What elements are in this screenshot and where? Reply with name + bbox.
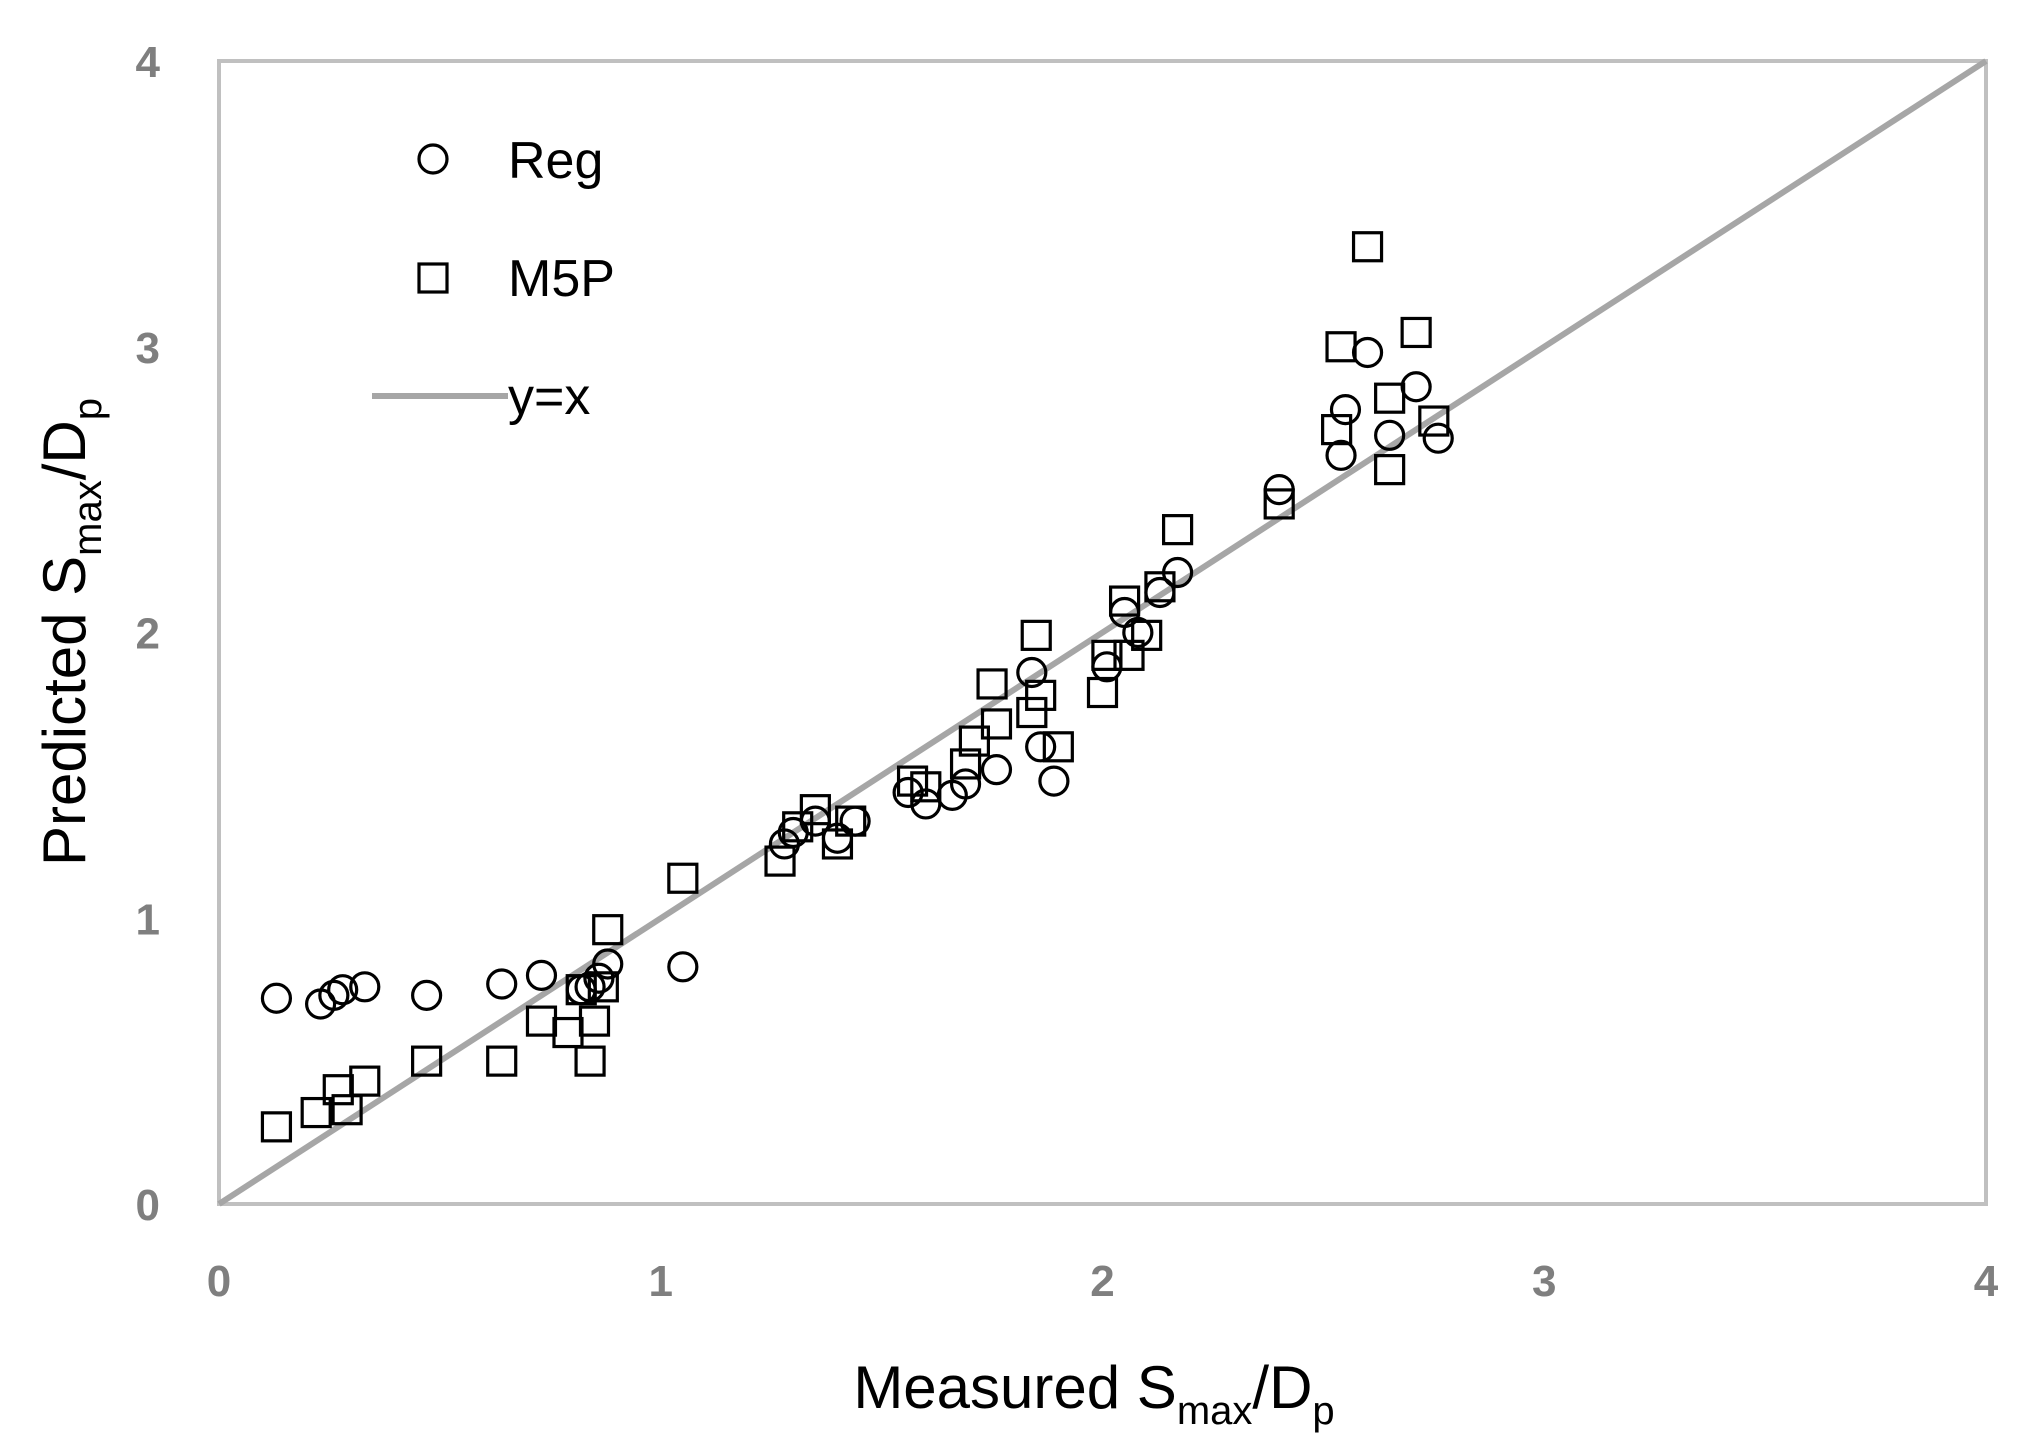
reg-point xyxy=(1329,394,1362,426)
y-equals-x-line xyxy=(217,58,1988,1207)
reg-point xyxy=(1091,651,1123,683)
legend-reg-marker xyxy=(417,143,449,175)
m5p-point xyxy=(1263,488,1295,520)
m5p-point xyxy=(1144,571,1176,603)
reg-point xyxy=(327,974,359,1006)
y-tick-label: 3 xyxy=(136,324,160,373)
m5p-point xyxy=(1400,316,1432,349)
x-tick-label: 3 xyxy=(1532,1257,1556,1306)
reg-point xyxy=(1374,419,1406,451)
data-points xyxy=(260,231,1454,1143)
reg-point xyxy=(1016,656,1048,689)
m5p-point xyxy=(1325,331,1357,363)
m5p-point xyxy=(592,914,624,946)
m5p-point xyxy=(799,794,831,826)
m5p-point xyxy=(667,862,699,894)
reg-point xyxy=(349,971,381,1003)
m5p-point xyxy=(1016,696,1048,729)
reg-point xyxy=(1422,422,1454,454)
x-tick-label: 1 xyxy=(649,1257,673,1306)
m5p-point xyxy=(1086,676,1119,709)
m5p-point xyxy=(1020,619,1052,651)
y-tick-label: 1 xyxy=(136,895,160,944)
legend: Reg M5P y=x xyxy=(372,132,615,426)
m5p-point xyxy=(910,771,942,803)
m5p-point xyxy=(349,1065,381,1097)
plot-frame xyxy=(217,59,1988,1206)
x-tick-labels: 0 1 2 3 4 xyxy=(207,1257,1999,1306)
m5p-point xyxy=(525,1005,558,1037)
reg-point xyxy=(1025,731,1057,763)
m5p-point xyxy=(949,748,982,780)
reg-point xyxy=(1351,336,1384,369)
m5p-point xyxy=(1321,414,1353,446)
m5p-point xyxy=(835,805,867,837)
m5p-point xyxy=(331,1094,363,1126)
reg-point xyxy=(318,979,350,1012)
y-axis-title: Predicted Smax/Dp xyxy=(31,398,110,866)
x-tick-label: 0 xyxy=(207,1257,231,1306)
x-tick-label: 4 xyxy=(1974,1257,1999,1306)
reg-point xyxy=(411,979,443,1012)
m5p-point xyxy=(552,1016,584,1049)
reg-point xyxy=(949,768,982,800)
reg-point xyxy=(260,982,293,1014)
reg-point xyxy=(1122,616,1154,649)
y-tick-label: 2 xyxy=(136,610,160,659)
m5p-point xyxy=(1374,454,1406,486)
m5p-point xyxy=(260,1111,293,1143)
reg-point xyxy=(667,951,699,983)
m5p-point xyxy=(1113,639,1145,671)
m5p-point xyxy=(587,971,619,1003)
x-axis-title: Measured Smax/Dp xyxy=(853,1354,1334,1433)
reg-point xyxy=(1038,765,1070,797)
reg-point xyxy=(525,959,558,992)
m5p-point xyxy=(578,1005,611,1037)
m5p-point xyxy=(1108,585,1141,617)
m5p-point xyxy=(1025,679,1057,711)
m5p-point xyxy=(1091,639,1123,671)
legend-yx-label: y=x xyxy=(508,368,590,426)
reg-point xyxy=(980,754,1013,786)
reg-point xyxy=(486,968,518,1000)
m5p-point xyxy=(1161,514,1194,546)
reg-point xyxy=(892,776,924,809)
m5p-point xyxy=(1418,405,1450,437)
y-tick-label: 4 xyxy=(136,38,161,87)
plot-area xyxy=(217,58,1988,1207)
m5p-point xyxy=(764,845,796,877)
y-tick-label: 0 xyxy=(136,1181,160,1230)
m5p-point xyxy=(782,811,814,843)
m5p-point xyxy=(565,974,597,1006)
reg-point xyxy=(1400,371,1432,403)
m5p-point xyxy=(574,1045,606,1077)
m5p-point xyxy=(486,1045,518,1077)
legend-m5p-label: M5P xyxy=(508,250,615,308)
m5p-point xyxy=(976,668,1008,700)
m5p-point xyxy=(1042,731,1074,763)
m5p-point xyxy=(1351,231,1384,263)
m5p-point xyxy=(300,1096,332,1129)
x-tick-label: 2 xyxy=(1090,1257,1114,1306)
m5p-point xyxy=(1131,619,1163,651)
legend-reg-label: Reg xyxy=(508,132,603,190)
m5p-point xyxy=(958,725,990,757)
m5p-point xyxy=(411,1045,443,1077)
legend-m5p-marker xyxy=(417,262,449,294)
reg-point xyxy=(1325,439,1357,471)
reg-point xyxy=(592,948,624,980)
m5p-point xyxy=(1374,382,1406,414)
m5p-point xyxy=(980,708,1013,740)
y-tick-labels: 0 1 2 3 4 xyxy=(136,38,161,1230)
